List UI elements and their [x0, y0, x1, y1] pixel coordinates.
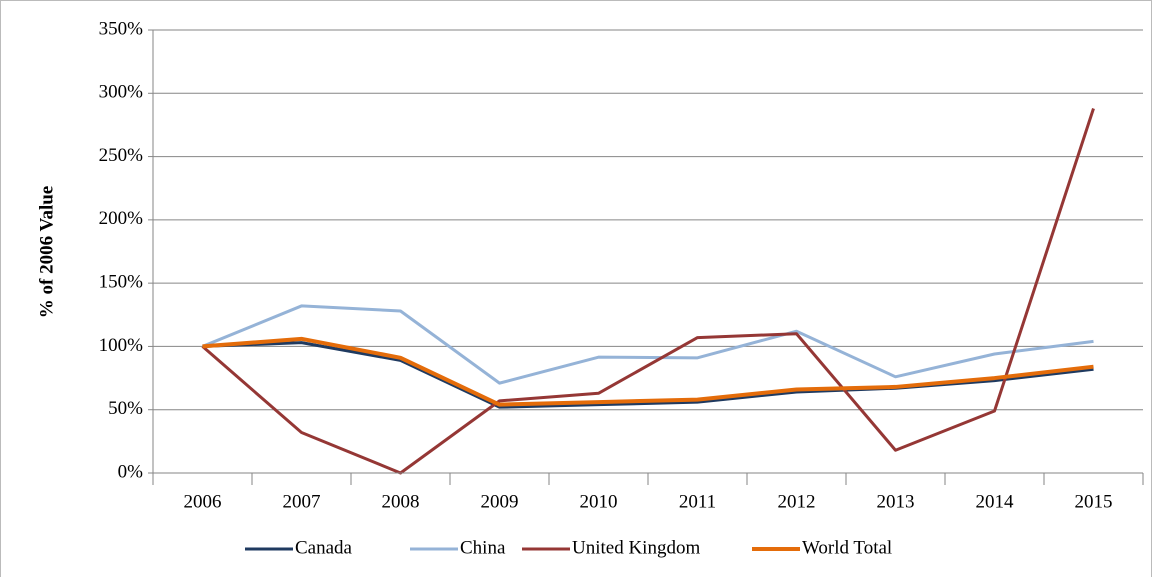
x-tick-label: 2008: [382, 491, 420, 512]
x-tick-label: 2011: [679, 491, 716, 512]
series-line: [202, 336, 1094, 407]
legend-label: World Total: [802, 537, 892, 558]
x-tick-label: 2012: [778, 491, 816, 512]
series-line: [202, 341, 1094, 409]
y-tick-label: 250%: [99, 145, 144, 166]
y-tick-label: 0%: [118, 461, 144, 482]
series-line: [201, 108, 1095, 475]
series-line: [201, 304, 1094, 385]
legend-label: United Kingdom: [572, 537, 700, 558]
x-tick-label: 2007: [283, 491, 321, 512]
x-tick-label: 2010: [580, 491, 618, 512]
y-tick-label: 350%: [99, 18, 144, 39]
x-tick-label: 2006: [184, 491, 222, 512]
x-tick-label: 2009: [481, 491, 519, 512]
x-tick-label: 2014: [976, 491, 1015, 512]
x-tick-label: 2013: [877, 491, 915, 512]
legend-label: Canada: [295, 537, 353, 558]
legend-label: China: [460, 537, 506, 558]
y-tick-label: 100%: [99, 335, 144, 356]
y-axis-label: % of 2006 Value: [36, 186, 57, 319]
y-tick-label: 50%: [108, 398, 143, 419]
y-tick-label: 300%: [99, 82, 144, 103]
y-tick-label: 150%: [99, 272, 144, 293]
y-tick-label: 200%: [99, 208, 144, 229]
x-tick-label: 2015: [1075, 491, 1113, 512]
